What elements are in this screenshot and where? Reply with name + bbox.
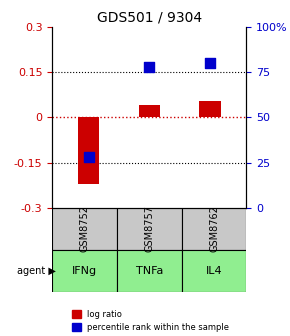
FancyBboxPatch shape [117, 250, 182, 292]
Text: GSM8757: GSM8757 [144, 206, 154, 252]
Bar [78, 117, 99, 184]
FancyBboxPatch shape [52, 250, 117, 292]
Title: GDS501 / 9304: GDS501 / 9304 [97, 10, 202, 24]
Text: GSM8762: GSM8762 [209, 206, 219, 252]
Point [147, 64, 152, 69]
Bar [200, 101, 221, 117]
FancyBboxPatch shape [117, 208, 182, 250]
Text: GSM8752: GSM8752 [79, 206, 90, 252]
Text: TNFa: TNFa [136, 266, 163, 276]
Text: IL4: IL4 [206, 266, 222, 276]
Bar [139, 105, 160, 117]
FancyBboxPatch shape [52, 208, 117, 250]
Text: agent ▶: agent ▶ [17, 266, 55, 276]
Text: IFNg: IFNg [72, 266, 97, 276]
Point [86, 155, 91, 160]
Point [208, 60, 212, 66]
FancyBboxPatch shape [182, 250, 246, 292]
Legend: log ratio, percentile rank within the sample: log ratio, percentile rank within the sa… [69, 306, 233, 335]
FancyBboxPatch shape [182, 208, 246, 250]
